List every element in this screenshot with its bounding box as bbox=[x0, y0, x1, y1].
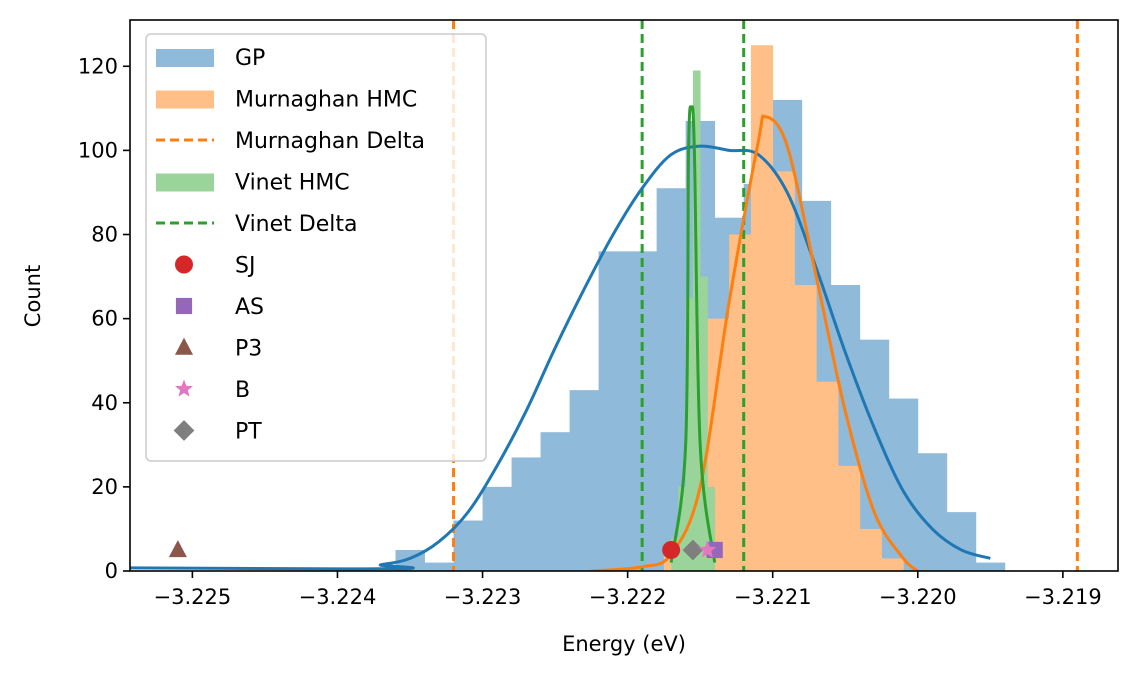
gp-bar bbox=[946, 512, 977, 571]
pt-marker bbox=[682, 539, 704, 561]
y-tick-label: 120 bbox=[78, 54, 118, 78]
legend-item-pt: PT bbox=[173, 420, 262, 445]
x-tick-label: −3.225 bbox=[154, 585, 232, 609]
gp-bar bbox=[453, 520, 483, 571]
vinet-hmc-kde-line bbox=[669, 105, 717, 563]
x-tick-label: −3.223 bbox=[444, 585, 522, 609]
gp-bar bbox=[424, 562, 454, 571]
legend-swatch bbox=[175, 297, 193, 315]
y-tick-label: 60 bbox=[91, 307, 118, 331]
legend-swatch bbox=[173, 420, 195, 441]
p3-marker bbox=[168, 540, 187, 558]
legend-swatch bbox=[175, 255, 193, 274]
legend-swatch bbox=[175, 379, 193, 397]
plot-frame bbox=[129, 19, 1119, 572]
legend-label: GP bbox=[235, 46, 265, 71]
murnaghan-hmc-bar bbox=[729, 234, 752, 571]
legend-item-murnaghan-hmc: Murnaghan HMC bbox=[156, 88, 417, 113]
legend-item-sj: SJ bbox=[175, 254, 255, 279]
plot-area bbox=[130, 20, 1079, 571]
murnaghan-hmc-bar bbox=[881, 558, 904, 571]
legend-item-p3: P3 bbox=[175, 337, 262, 362]
gp-bar bbox=[540, 432, 570, 571]
gp-bar bbox=[975, 562, 1006, 571]
legend-label: P3 bbox=[235, 337, 262, 362]
x-tick-label: −3.222 bbox=[589, 585, 667, 609]
gp-bar bbox=[482, 486, 512, 571]
gp-kde-line bbox=[130, 144, 991, 571]
legend-label: Murnaghan Delta bbox=[235, 129, 425, 154]
x-tick-label: −3.224 bbox=[299, 585, 377, 609]
gp-bar bbox=[598, 251, 629, 571]
legend-swatch bbox=[156, 173, 214, 192]
legend-label: Vinet Delta bbox=[235, 212, 357, 237]
x-axis-title: Energy (eV) bbox=[562, 632, 686, 656]
vinet-hmc-bar bbox=[678, 486, 687, 571]
y-tick-label: 0 bbox=[105, 559, 118, 583]
murnaghan-hmc-kde-line bbox=[591, 114, 919, 571]
legend-label: Murnaghan HMC bbox=[235, 88, 417, 113]
y-tick-label: 20 bbox=[91, 475, 118, 499]
legend-item-vinet-hmc: Vinet HMC bbox=[156, 171, 350, 196]
vinet-hmc-bar bbox=[700, 276, 708, 571]
x-tick-label: −3.220 bbox=[879, 585, 957, 609]
murnaghan-hmc-bar bbox=[816, 381, 839, 571]
legend-swatch bbox=[175, 337, 193, 355]
x-tick-label: −3.221 bbox=[734, 585, 812, 609]
y-tick-label: 40 bbox=[91, 391, 118, 415]
legend-label: AS bbox=[235, 295, 264, 320]
gp-bar bbox=[627, 251, 658, 571]
murnaghan-hmc-bar bbox=[772, 171, 795, 571]
y-axis-title: Count bbox=[21, 265, 45, 327]
murnaghan-hmc-bar bbox=[750, 45, 774, 571]
murnaghan-hmc-bar bbox=[794, 284, 817, 571]
legend: GP Murnaghan HMC Murnaghan Delta Vinet HMC V… bbox=[145, 33, 487, 462]
legend-item-b: B bbox=[175, 378, 250, 403]
legend-swatch bbox=[156, 90, 214, 109]
gp-bar bbox=[569, 390, 600, 571]
x-tick-label: −3.219 bbox=[1024, 585, 1102, 609]
vinet-hmc-bar bbox=[685, 297, 694, 571]
legend-label: Vinet HMC bbox=[235, 171, 350, 196]
murnaghan-hmc-bar bbox=[859, 528, 882, 571]
y-tick-label: 100 bbox=[78, 138, 118, 162]
gp-bar bbox=[511, 457, 541, 571]
legend-box bbox=[145, 33, 487, 462]
murnaghan-hmc-bar bbox=[837, 465, 861, 571]
vinet-hmc-bar bbox=[707, 486, 716, 571]
legend-label: PT bbox=[235, 420, 262, 445]
sj-marker bbox=[662, 540, 681, 559]
y-tick-label: 80 bbox=[91, 223, 118, 247]
legend-label: SJ bbox=[235, 254, 255, 279]
legend-swatch bbox=[156, 49, 214, 67]
axes: −3.225 −3.224 −3.223 −3.222 −3.221 −3.220 −3.2… bbox=[78, 54, 1102, 609]
gp-bar bbox=[917, 453, 948, 571]
legend-label: B bbox=[235, 378, 250, 403]
murnaghan-hmc-histogram bbox=[663, 45, 904, 571]
gp-bar bbox=[888, 398, 919, 571]
legend-item-as: AS bbox=[175, 295, 264, 320]
legend-item-murnaghan-delta: Murnaghan Delta bbox=[156, 129, 425, 154]
b-marker bbox=[698, 540, 717, 558]
legend-item-vinet-delta: Vinet Delta bbox=[156, 212, 357, 237]
legend-item-gp: GP bbox=[156, 46, 265, 71]
